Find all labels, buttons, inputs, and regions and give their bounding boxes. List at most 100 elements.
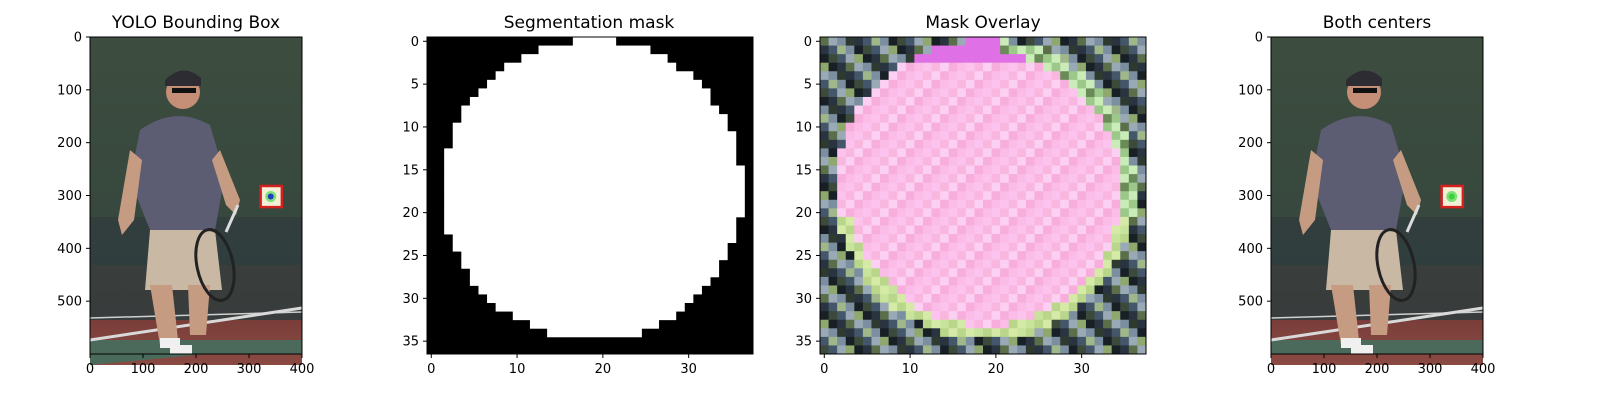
mask-pixel — [590, 37, 599, 46]
mask-pixel — [547, 259, 557, 269]
mask-pixel — [598, 54, 608, 64]
mask-pixel — [538, 191, 548, 201]
overlay-pixel — [897, 79, 907, 89]
overlay-pixel — [1111, 191, 1121, 201]
overlay-pixel — [965, 208, 975, 218]
overlay-pixel — [1085, 302, 1095, 312]
overlay-pixel — [854, 302, 864, 312]
overlay-pixel — [983, 216, 992, 226]
overlay-pixel — [845, 302, 855, 312]
overlay-pixel — [1034, 242, 1044, 252]
overlay-pixel — [1120, 37, 1130, 46]
overlay-pixel — [974, 71, 984, 81]
mask-pixel — [487, 294, 497, 303]
mask-pixel — [512, 234, 522, 244]
y-tick-label: 10 — [795, 120, 812, 135]
mask-pixel — [675, 79, 685, 89]
mask-pixel — [529, 182, 539, 192]
overlay-pixel — [957, 191, 967, 201]
overlay-pixel — [957, 174, 967, 184]
mask-pixel — [572, 328, 582, 338]
overlay-pixel — [1043, 285, 1053, 295]
overlay-pixel — [1051, 225, 1061, 235]
mask-pixel — [615, 148, 625, 158]
mask-pixel — [521, 191, 531, 201]
mask-pixel — [495, 302, 505, 312]
overlay-pixel — [983, 285, 992, 295]
mask-pixel — [478, 148, 488, 158]
overlay-pixel — [1017, 302, 1027, 312]
mask-pixel — [675, 302, 685, 312]
overlay-pixel — [837, 208, 847, 218]
overlay-pixel — [922, 328, 932, 338]
mask-image — [427, 37, 753, 354]
overlay-pixel — [983, 191, 992, 201]
overlay-pixel — [1025, 37, 1035, 46]
mask-pixel — [564, 105, 574, 115]
overlay-pixel — [931, 96, 941, 106]
mask-pixel — [641, 268, 651, 278]
overlay-pixel — [931, 242, 941, 252]
mask-pixel — [547, 139, 557, 149]
overlay-pixel — [845, 191, 855, 201]
overlay-pixel — [1103, 191, 1113, 201]
overlay-pixel — [905, 165, 915, 175]
overlay-pixel — [880, 174, 890, 184]
overlay-pixel — [931, 328, 941, 338]
mask-pixel — [478, 191, 488, 201]
mask-pixel — [658, 131, 668, 141]
x-ticks: 0 100 200 300 400 — [1267, 354, 1495, 377]
mask-pixel — [487, 174, 497, 184]
overlay-pixel — [1085, 71, 1095, 81]
y-tick-label: 500 — [1238, 295, 1263, 310]
overlay-pixel — [905, 45, 915, 55]
overlay-pixel — [820, 199, 829, 209]
mask-pixel — [538, 182, 548, 192]
mask-pixel — [718, 216, 728, 226]
mask-pixel — [590, 148, 599, 158]
overlay-pixel — [845, 62, 855, 72]
mask-pixel — [529, 165, 539, 175]
overlay-pixel — [828, 294, 838, 303]
overlay-pixel — [845, 285, 855, 295]
overlay-pixel — [828, 319, 838, 329]
mask-pixel — [564, 225, 574, 235]
overlay-pixel — [948, 285, 958, 295]
mask-pixel — [701, 96, 711, 106]
overlay-pixel — [914, 251, 924, 261]
overlay-pixel — [1111, 276, 1121, 286]
mask-pixel — [658, 199, 668, 209]
overlay-pixel — [1137, 96, 1147, 106]
mask-pixel — [564, 174, 574, 184]
mask-pixel — [615, 165, 625, 175]
overlay-pixel — [1034, 225, 1044, 235]
mask-pixel — [598, 302, 608, 312]
overlay-pixel — [897, 105, 907, 115]
overlay-pixel — [931, 259, 941, 269]
overlay-pixel — [888, 191, 898, 201]
mask-pixel — [624, 285, 634, 295]
overlay-pixel — [1025, 96, 1035, 106]
overlay-pixel — [1060, 139, 1070, 149]
overlay-pixel — [1068, 302, 1078, 312]
overlay-pixel — [922, 62, 932, 72]
mask-pixel — [650, 319, 660, 329]
overlay-pixel — [974, 122, 984, 132]
overlay-pixel — [1137, 319, 1147, 329]
mask-pixel — [675, 148, 685, 158]
mask-pixel — [564, 285, 574, 295]
overlay-pixel — [1025, 165, 1035, 175]
overlay-pixel — [1085, 234, 1095, 244]
overlay-pixel — [837, 251, 847, 261]
overlay-pixel — [905, 242, 915, 252]
overlay-pixel — [1137, 191, 1147, 201]
mask-pixel — [581, 139, 591, 149]
overlay-pixel — [862, 122, 872, 132]
overlay-pixel — [888, 251, 898, 261]
mask-pixel — [555, 62, 565, 72]
overlay-pixel — [914, 182, 924, 192]
overlay-pixel — [914, 336, 924, 346]
mask-pixel — [564, 79, 574, 89]
mask-pixel — [590, 302, 599, 312]
